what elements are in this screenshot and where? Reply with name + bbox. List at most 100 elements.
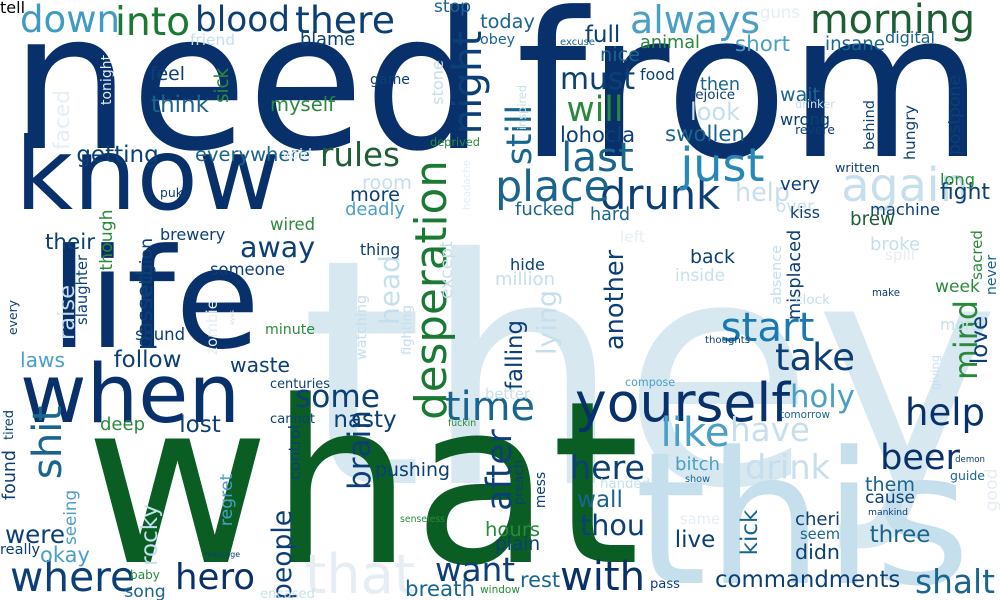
word: giving	[928, 354, 942, 390]
word: guide	[950, 468, 985, 483]
word: place	[495, 162, 610, 212]
word: centuries	[270, 377, 330, 392]
word: think	[151, 92, 209, 118]
word: hungry	[901, 105, 919, 160]
word: them	[865, 473, 915, 496]
word: animal	[640, 33, 700, 53]
word: over	[775, 197, 815, 217]
word: absence	[769, 245, 785, 305]
word: beer	[880, 437, 960, 478]
word: blame	[300, 30, 356, 50]
word: holy	[790, 380, 855, 415]
word: need	[10, 0, 485, 193]
word: hero	[175, 557, 256, 598]
word: have	[730, 411, 810, 449]
word: never	[984, 254, 1000, 295]
word: shalt	[915, 563, 995, 600]
word: religion	[137, 237, 157, 303]
word: brewery	[160, 225, 226, 244]
word: handed	[600, 477, 651, 492]
word: puke	[160, 185, 191, 200]
word: know	[15, 116, 281, 233]
word: make	[872, 288, 900, 299]
word: pushing	[375, 459, 450, 481]
word: again	[841, 158, 969, 212]
word: really	[0, 542, 41, 558]
word: when	[20, 347, 241, 442]
word: cannot	[270, 412, 315, 427]
word: hours	[485, 518, 541, 541]
word: song	[124, 582, 166, 600]
word: want	[435, 551, 516, 589]
word: window	[480, 584, 520, 596]
word: then	[700, 75, 741, 95]
word: though	[97, 209, 117, 271]
word: except	[437, 240, 457, 300]
word: last	[561, 134, 634, 181]
word: million	[495, 269, 555, 290]
word: feel	[150, 64, 185, 85]
word: live	[674, 527, 716, 553]
word: pass	[650, 577, 680, 592]
word: guns	[760, 3, 800, 22]
word: kiss	[790, 203, 820, 222]
word: kick	[737, 509, 763, 556]
word: okay	[40, 543, 90, 567]
word: swollen	[665, 122, 745, 147]
word: nasty	[333, 407, 397, 433]
word: same	[680, 511, 720, 528]
word: deprived	[430, 136, 480, 149]
word: deadly	[345, 199, 405, 220]
word: broke	[870, 234, 920, 255]
word: that	[305, 543, 416, 600]
word: with	[560, 554, 646, 600]
word: wired	[270, 215, 316, 234]
word: lost	[179, 412, 221, 438]
word: didn	[795, 540, 840, 564]
word: love	[967, 315, 993, 365]
word: bitch	[675, 454, 721, 475]
word: blood	[195, 0, 291, 40]
word: falling	[502, 320, 528, 390]
word: written	[835, 160, 880, 175]
word: short	[735, 32, 790, 57]
word: headache	[462, 159, 473, 210]
word: tell	[0, 0, 26, 17]
word: tomorrow	[780, 409, 830, 421]
word: game	[370, 72, 410, 88]
word: back	[690, 246, 735, 268]
word: postpone	[945, 74, 965, 155]
word: follow	[113, 347, 182, 373]
word: fighting	[400, 305, 415, 355]
word: cause	[865, 488, 915, 508]
word: minute	[265, 322, 316, 338]
word: life	[49, 219, 261, 380]
word: three	[869, 522, 931, 548]
word: rules	[320, 136, 400, 174]
word: everywhere	[195, 143, 310, 166]
word: sound	[135, 325, 186, 344]
word: rocky	[137, 504, 163, 566]
word: cheri	[795, 509, 841, 530]
word: deep	[100, 414, 145, 435]
word: just	[680, 138, 765, 192]
word: into	[115, 0, 191, 45]
word: watching	[354, 294, 370, 360]
word: show	[685, 474, 711, 485]
word: wall	[577, 487, 623, 513]
word: someone	[210, 260, 286, 279]
word: breath	[405, 577, 476, 600]
word: obey	[480, 32, 516, 48]
word: help	[905, 391, 985, 434]
word: rest	[520, 568, 561, 592]
word: insane	[825, 34, 885, 55]
word: tired	[2, 409, 17, 440]
word: drink	[745, 448, 830, 487]
word: fucked	[515, 199, 575, 220]
word: mess	[533, 471, 549, 509]
word: behind	[861, 99, 878, 150]
word: today	[480, 10, 535, 33]
word: drinker	[795, 98, 835, 111]
word: fuckin	[448, 418, 477, 429]
